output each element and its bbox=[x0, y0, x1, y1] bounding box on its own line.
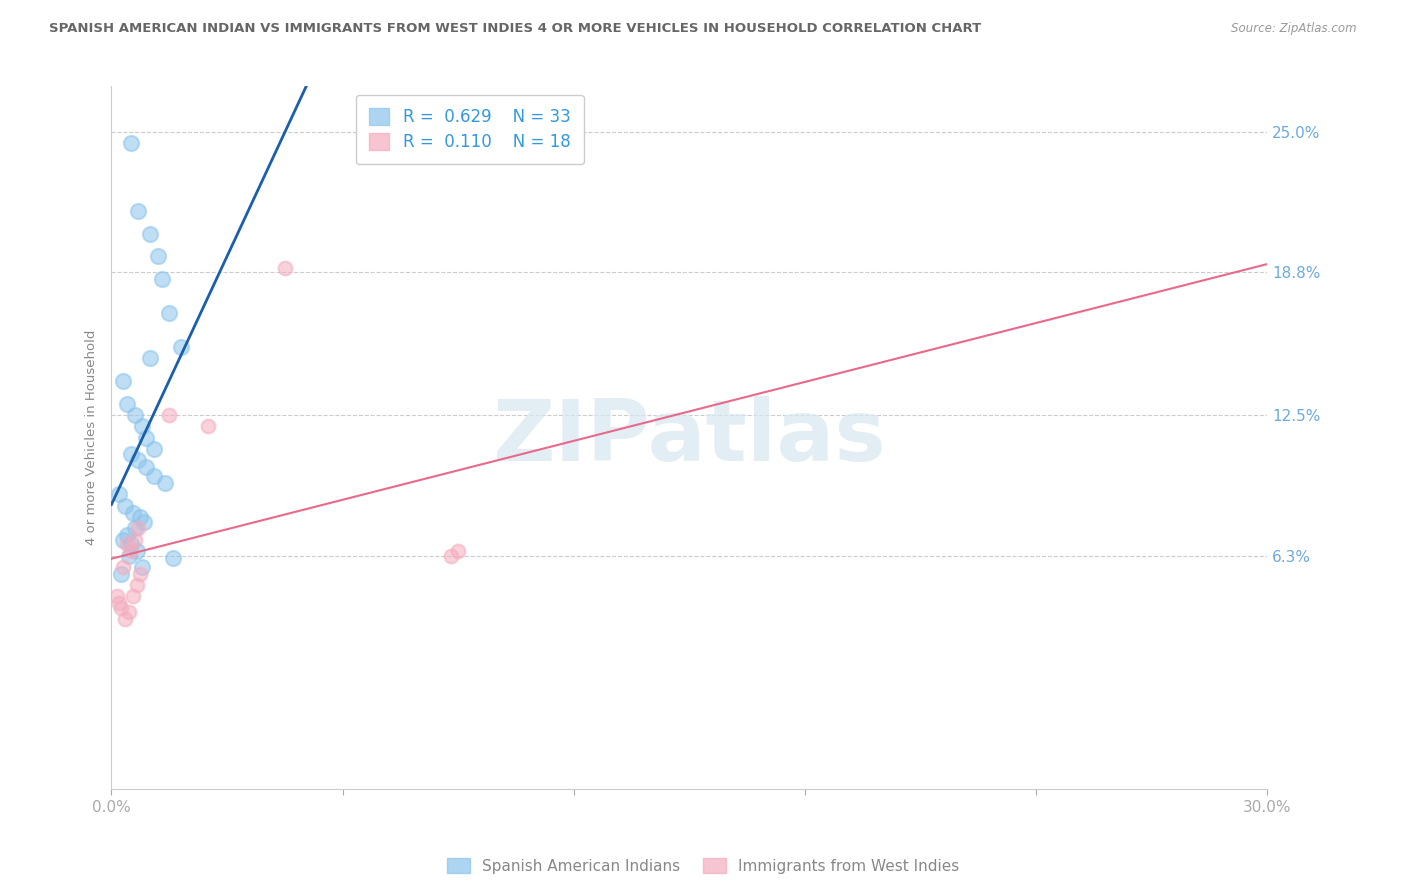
Text: SPANISH AMERICAN INDIAN VS IMMIGRANTS FROM WEST INDIES 4 OR MORE VEHICLES IN HOU: SPANISH AMERICAN INDIAN VS IMMIGRANTS FR… bbox=[49, 22, 981, 36]
Point bbox=[110, 566, 132, 581]
Point bbox=[120, 136, 142, 150]
Point bbox=[118, 605, 141, 619]
Point bbox=[150, 272, 173, 286]
Point bbox=[157, 306, 180, 320]
Point bbox=[157, 408, 180, 422]
Point bbox=[139, 351, 162, 366]
Text: Source: ZipAtlas.com: Source: ZipAtlas.com bbox=[1232, 22, 1357, 36]
Point bbox=[274, 260, 297, 275]
Point bbox=[108, 596, 131, 610]
Point bbox=[170, 340, 193, 354]
Point bbox=[120, 544, 142, 558]
Point bbox=[127, 521, 149, 535]
Point bbox=[112, 374, 135, 388]
Point bbox=[121, 506, 143, 520]
Legend: Spanish American Indians, Immigrants from West Indies: Spanish American Indians, Immigrants fro… bbox=[440, 852, 966, 880]
Point bbox=[135, 460, 157, 475]
Point bbox=[115, 537, 138, 551]
Point bbox=[439, 549, 461, 563]
Point bbox=[142, 442, 165, 456]
Point bbox=[115, 397, 138, 411]
Point bbox=[135, 431, 157, 445]
Point bbox=[112, 533, 135, 547]
Point bbox=[125, 544, 148, 558]
Point bbox=[129, 510, 152, 524]
Point bbox=[120, 447, 142, 461]
Point bbox=[115, 528, 138, 542]
Point bbox=[124, 521, 146, 535]
Point bbox=[124, 533, 146, 547]
Text: ZIPatlas: ZIPatlas bbox=[492, 396, 886, 479]
Point bbox=[121, 590, 143, 604]
Point bbox=[118, 549, 141, 563]
Point bbox=[155, 476, 177, 491]
Point bbox=[197, 419, 219, 434]
Point bbox=[129, 566, 152, 581]
Point bbox=[127, 204, 149, 219]
Point bbox=[112, 560, 135, 574]
Point bbox=[114, 499, 136, 513]
Point bbox=[120, 537, 142, 551]
Point bbox=[114, 612, 136, 626]
Point bbox=[146, 249, 169, 263]
Point bbox=[125, 578, 148, 592]
Point bbox=[105, 590, 128, 604]
Point bbox=[108, 487, 131, 501]
Point bbox=[162, 550, 184, 565]
Point bbox=[447, 544, 470, 558]
Point bbox=[131, 560, 153, 574]
Point bbox=[142, 469, 165, 483]
Point bbox=[131, 419, 153, 434]
Point bbox=[134, 515, 156, 529]
Y-axis label: 4 or more Vehicles in Household: 4 or more Vehicles in Household bbox=[86, 330, 98, 545]
Point bbox=[127, 453, 149, 467]
Point bbox=[139, 227, 162, 241]
Point bbox=[110, 600, 132, 615]
Point bbox=[124, 408, 146, 422]
Legend: R =  0.629    N = 33, R =  0.110    N = 18: R = 0.629 N = 33, R = 0.110 N = 18 bbox=[356, 95, 583, 164]
